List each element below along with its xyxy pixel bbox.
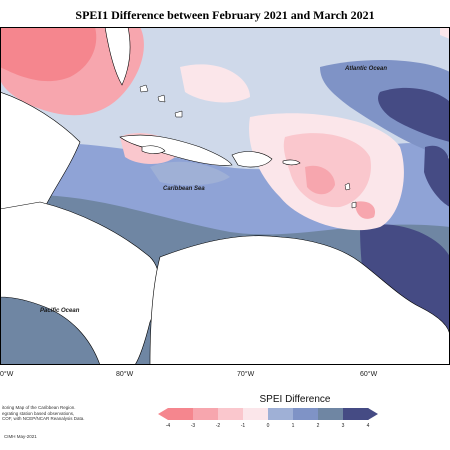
legend-arrow-right <box>368 408 378 420</box>
longitude-label-60w: 60°W <box>360 371 378 378</box>
legend-tick-label: 1 <box>292 423 295 429</box>
legend-tick-label: -2 <box>216 423 221 429</box>
legend-swatch <box>318 408 344 420</box>
legend-tick-label: -3 <box>191 423 196 429</box>
legend-tick-label: -1 <box>241 423 246 429</box>
legend-swatch <box>343 408 369 420</box>
legend-tick-label: 0 <box>267 423 270 429</box>
legend-swatch <box>243 408 269 420</box>
legend-colorbar: -4 -3 -2 -1 0 1 2 3 4 <box>158 408 378 429</box>
caribbean-sea-label: Caribbean Sea <box>163 186 205 192</box>
footer-line: egrating station based observations, <box>2 410 75 416</box>
footer-note: itoring Map of the Caribbean Region. egr… <box>2 405 122 422</box>
longitude-label-80w: 80°W <box>116 371 134 378</box>
footer-line: COF, with NCEP/NCAR Reanalysis Data. <box>2 416 85 422</box>
legend-swatch <box>168 408 194 420</box>
legend-tick-label: 4 <box>367 423 370 429</box>
legend-tick-label: 3 <box>342 423 345 429</box>
spei-difference-map: Atlantic Ocean Caribbean Sea Pacific Oce… <box>0 27 450 365</box>
legend-swatch <box>218 408 244 420</box>
legend-swatch <box>293 408 319 420</box>
legend-swatch <box>268 408 294 420</box>
legend-tick-label: 2 <box>317 423 320 429</box>
legend-tick-label: -4 <box>166 423 171 429</box>
atlantic-ocean-label: Atlantic Ocean <box>344 66 387 72</box>
credit-text: CIMH May-2021 <box>4 434 37 439</box>
legend-arrow-left <box>158 408 168 420</box>
footer-line: itoring Map of the Caribbean Region. <box>2 405 76 410</box>
pacific-ocean-label: Pacific Ocean <box>40 308 80 314</box>
legend-title: SPEI Difference <box>259 394 331 405</box>
map-title: SPEI1 Difference between February 2021 a… <box>75 8 375 22</box>
longitude-label-0: 0°W <box>0 371 14 378</box>
longitude-label-70w: 70°W <box>237 371 255 378</box>
legend-swatch <box>193 408 219 420</box>
